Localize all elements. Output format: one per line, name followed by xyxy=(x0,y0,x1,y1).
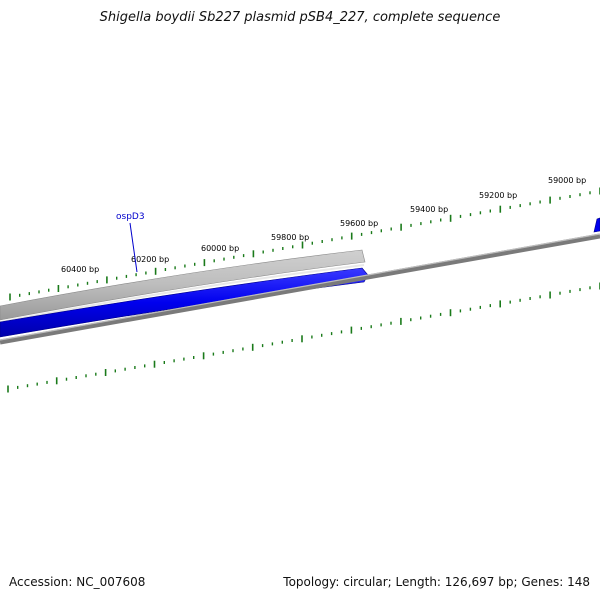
gene-label-ospD3[interactable]: ospD3 xyxy=(116,212,145,222)
gene-arrow-right-edge[interactable] xyxy=(593,217,600,233)
outer-scale-ticks xyxy=(9,187,600,301)
map-title: Shigella boydii Sb227 plasmid pSB4_227, … xyxy=(99,10,501,25)
accession-text: Accession: NC_007608 xyxy=(9,575,146,589)
inner-scale-ticks xyxy=(7,282,600,393)
scale-label: 59800 bp xyxy=(271,233,309,242)
plasmid-backbone xyxy=(0,233,600,345)
gray-feature-highlight xyxy=(0,264,365,323)
scale-label: 59400 bp xyxy=(410,205,448,214)
genome-info-text: Topology: circular; Length: 126,697 bp; … xyxy=(283,575,590,589)
scale-label: 60000 bp xyxy=(201,244,239,253)
scale-label: 60400 bp xyxy=(61,265,99,274)
gray-feature-bar[interactable] xyxy=(0,249,366,321)
scale-labels: 60400 bp 60200 bp 60000 bp 59800 bp 5960… xyxy=(61,176,586,274)
scale-label: 60200 bp xyxy=(131,255,169,264)
plasmid-backbone-shine xyxy=(0,233,600,341)
ospD3-label-leader xyxy=(129,222,138,273)
scale-label: 59000 bp xyxy=(548,176,586,185)
scale-label: 59600 bp xyxy=(340,219,378,228)
scale-label: 59200 bp xyxy=(479,191,517,200)
